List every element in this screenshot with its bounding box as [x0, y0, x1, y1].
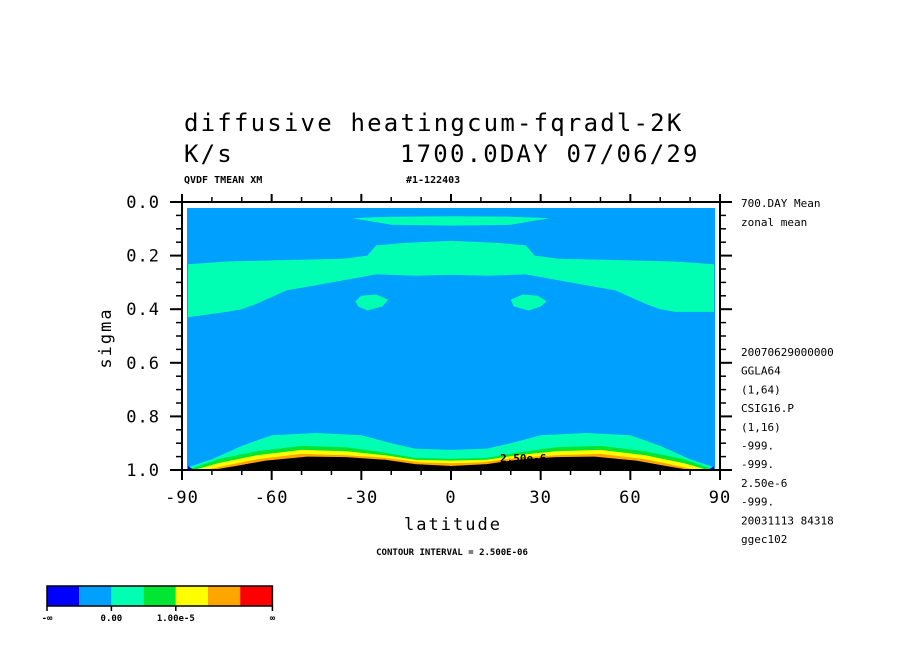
metadata-line: 20070629000000: [741, 346, 834, 359]
metadata-line: CSIG16.P: [741, 402, 794, 415]
y-axis-title: sigma: [96, 307, 116, 368]
y-tick-label: 0.6: [126, 354, 160, 374]
run-label: #1-122403: [406, 175, 460, 186]
colorbar-label: 1.00e-5: [157, 614, 195, 624]
colorbar-label: ∞: [270, 614, 276, 624]
metadata-line: 20031113 84318: [741, 514, 834, 527]
contour-region-c3: [355, 294, 389, 311]
y-tick-label: 1.0: [126, 461, 160, 481]
contour-region-c3: [188, 240, 714, 318]
contour-interval-label: CONTOUR INTERVAL = 2.500E-06: [376, 548, 528, 558]
colorbar: -∞ 0.00 1.00e-5 ∞: [42, 585, 276, 624]
colorbar-swatch: [240, 586, 273, 606]
y-tick-label: 0.0: [126, 193, 160, 213]
variable-label: QVDF TMEAN XM: [184, 175, 262, 186]
date-label: 1700.0DAY 07/06/29: [400, 140, 700, 168]
y-tick-label: 0.2: [126, 247, 160, 267]
x-tick-label: -30: [344, 488, 378, 508]
metadata-line: GGLA64: [741, 365, 781, 378]
unit-label: K/s: [184, 140, 234, 168]
colorbar-swatch: [208, 586, 241, 606]
contour-region-c3: [510, 294, 547, 311]
metadata-line: ggec102: [741, 533, 787, 546]
y-tick-label: 0.4: [126, 300, 160, 320]
colorbar-swatch: [47, 586, 80, 606]
x-tick-label: 60: [619, 488, 641, 508]
metadata-line: (1,16): [741, 421, 781, 434]
colorbar-swatch: [79, 586, 112, 606]
colorbar-label: -∞: [42, 614, 53, 624]
x-axis-title: latitude: [404, 515, 502, 535]
colorbar-frame: [46, 585, 274, 607]
x-tick-label: 30: [529, 488, 551, 508]
contour-plot: 2.50e-6: [181, 201, 721, 471]
y-tick-label: 0.8: [126, 407, 160, 427]
contour-inline-label: 2.50e-6: [500, 452, 547, 465]
side-info-2: zonal mean: [741, 216, 807, 229]
colorbar-swatch: [143, 586, 176, 606]
metadata-line: 2.50e-6: [741, 477, 787, 490]
contour-region-black: [211, 456, 691, 470]
colorbar-swatch: [175, 586, 208, 606]
metadata-line: -999.: [741, 496, 774, 509]
contour-region-c3: [352, 216, 550, 226]
chart-title: diffusive heatingcum-fqradl-2K: [184, 109, 683, 137]
x-tick-label: 0: [445, 488, 456, 508]
side-info-1: 700.DAY Mean: [741, 197, 820, 210]
metadata-block: 20070629000000 GGLA64 (1,64) CSIG16.P (1,16)…: [741, 346, 834, 546]
x-tick-label: 90: [709, 488, 731, 508]
colorbar-swatch: [111, 586, 144, 606]
metadata-line: -999.: [741, 440, 774, 453]
axes: -90 -60 -30 0 30 60 90 0.0 0.2 0.4 0.6 0.8 1.0: [126, 193, 732, 508]
x-tick-label: -90: [165, 488, 199, 508]
metadata-line: (1,64): [741, 383, 781, 396]
metadata-line: -999.: [741, 458, 774, 471]
x-tick-label: -60: [255, 488, 289, 508]
colorbar-label: 0.00: [101, 614, 123, 624]
